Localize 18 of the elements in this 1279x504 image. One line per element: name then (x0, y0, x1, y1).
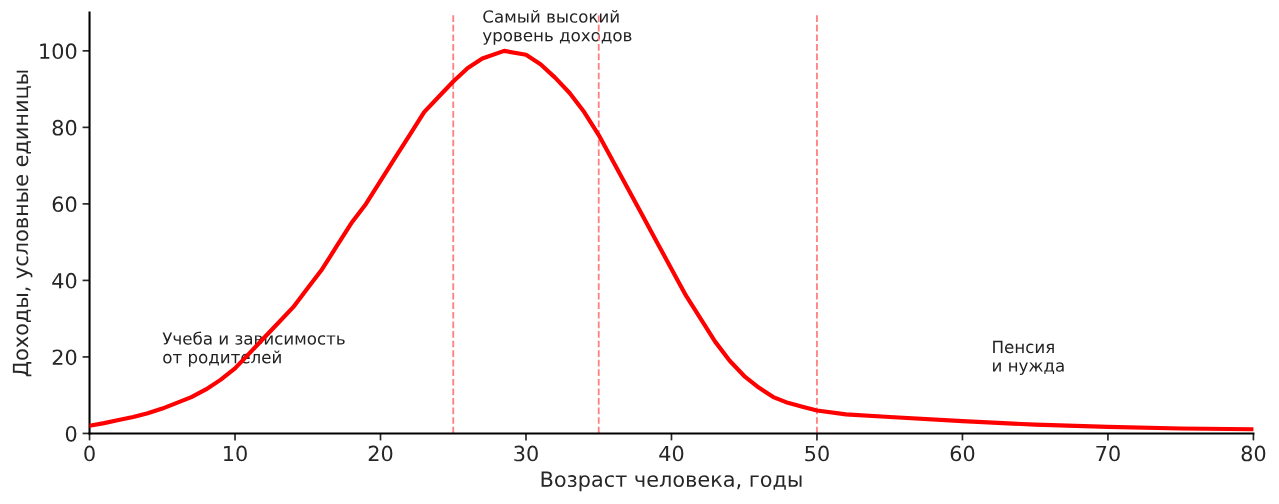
annotation: Пенсия и нужда (993, 340, 1064, 376)
x-tick-label: 20 (368, 445, 393, 462)
x-tick-label: 50 (805, 445, 829, 462)
y-tick-label: 80 (52, 119, 77, 136)
x-tick-label: 70 (1096, 445, 1120, 462)
x-tick-label: 60 (950, 445, 975, 462)
y-tick-label: 60 (52, 196, 77, 213)
x-tick-label: 40 (659, 445, 684, 462)
y-tick-label: 100 (40, 43, 77, 60)
x-tick-label: 10 (224, 445, 247, 462)
y-tick-label: 0 (65, 425, 77, 442)
x-tick-label: 0 (84, 445, 95, 462)
x-axis-title: Возраст человека, годы (541, 471, 802, 492)
y-axis-title: Доходы, условные единицы (12, 70, 33, 377)
x-tick-label: 30 (514, 445, 538, 462)
y-tick-label: 20 (52, 349, 77, 366)
x-tick-label: 80 (1241, 445, 1266, 462)
y-tick-label: 40 (52, 272, 77, 289)
